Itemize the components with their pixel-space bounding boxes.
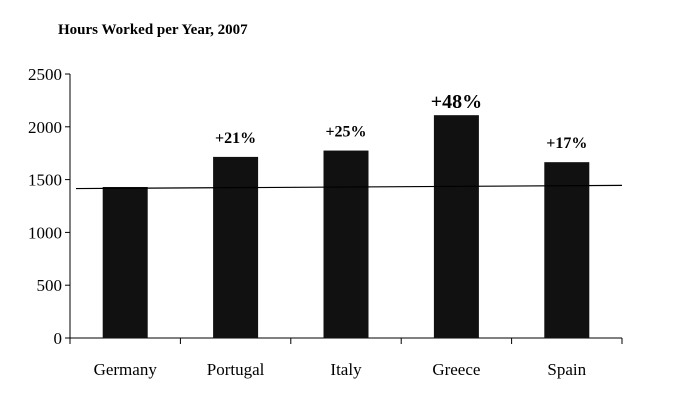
x-tick-label: Spain xyxy=(547,360,586,379)
y-tick-label: 500 xyxy=(37,276,63,295)
bar xyxy=(544,162,590,338)
y-tick-label: 2000 xyxy=(28,118,62,137)
x-tick-label: Greece xyxy=(432,360,480,379)
reference-line xyxy=(75,184,623,190)
y-tick-label: 1500 xyxy=(28,171,62,190)
bar xyxy=(323,150,369,338)
x-tick-label: Germany xyxy=(94,360,158,379)
x-tick-label: Italy xyxy=(330,360,362,379)
y-tick-label: 1000 xyxy=(28,223,62,242)
data-label: +17% xyxy=(546,135,587,152)
data-label: +48% xyxy=(431,91,482,113)
bar xyxy=(433,115,479,339)
data-label: +25% xyxy=(325,124,366,141)
y-tick-label: 0 xyxy=(54,329,63,348)
chart-title: Hours Worked per Year, 2007 xyxy=(58,22,248,38)
bar xyxy=(102,186,148,338)
plot-area: 0 500 1000 1500 2000 2500 Germany Portugal Italy… xyxy=(28,65,623,379)
x-tick-label: Portugal xyxy=(207,360,265,379)
data-label: +21% xyxy=(215,130,256,147)
y-tick-label: 2500 xyxy=(28,65,62,84)
bar xyxy=(213,156,259,338)
